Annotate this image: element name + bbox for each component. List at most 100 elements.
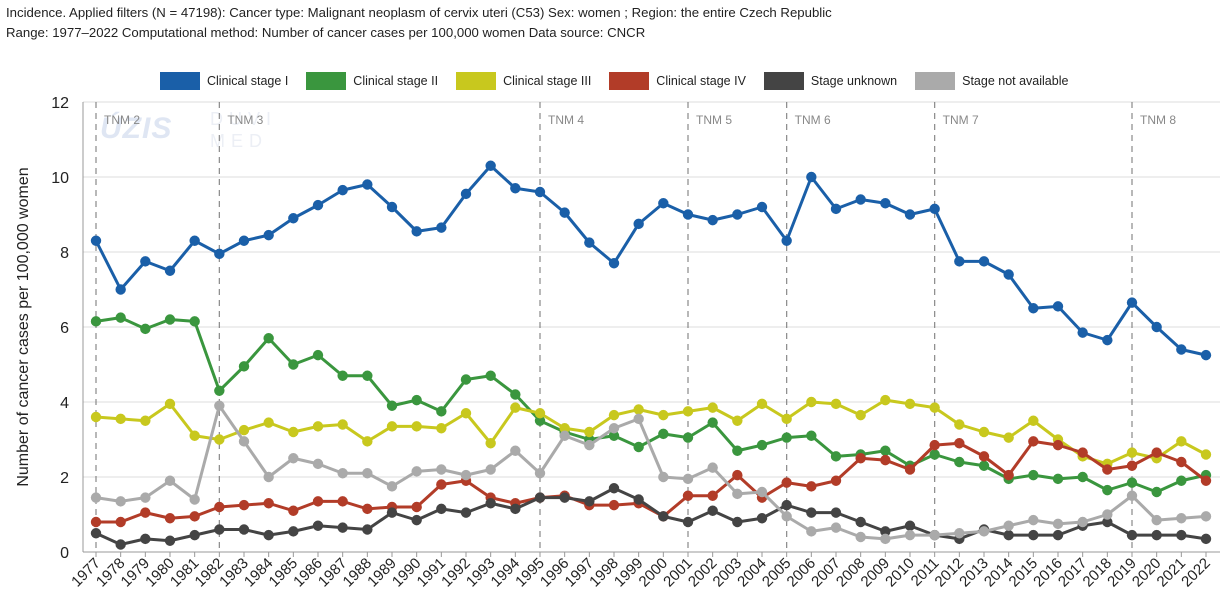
data-point — [312, 421, 324, 432]
data-point — [806, 396, 817, 408]
data-point — [90, 492, 102, 503]
legend-item[interactable]: Stage not available — [915, 72, 1068, 90]
data-point — [140, 507, 151, 518]
uzis-logo-watermark: ÚZIS — [100, 112, 173, 145]
data-point — [337, 184, 348, 196]
data-point — [1176, 456, 1187, 468]
data-point — [608, 423, 620, 434]
data-point — [608, 483, 620, 494]
data-point — [115, 413, 126, 425]
data-point — [781, 511, 792, 522]
data-point — [682, 473, 694, 485]
watermark-text-1: DUVI — [210, 109, 278, 129]
data-point — [929, 439, 940, 451]
data-point — [1102, 464, 1113, 475]
data-point — [1126, 490, 1138, 501]
data-point — [608, 258, 620, 269]
data-point — [732, 445, 743, 456]
data-point — [1077, 471, 1088, 483]
data-point — [189, 494, 200, 505]
data-point — [732, 469, 743, 481]
data-point — [1126, 460, 1138, 471]
legend-label: Clinical stage II — [353, 74, 439, 88]
data-point — [214, 400, 225, 411]
data-point — [707, 490, 718, 501]
data-point — [436, 503, 447, 515]
data-point — [214, 434, 225, 445]
legend-item[interactable]: Stage unknown — [763, 72, 898, 90]
data-point — [337, 496, 348, 507]
data-point — [337, 370, 348, 381]
data-point — [263, 417, 274, 428]
data-point — [460, 374, 472, 385]
data-point — [263, 229, 274, 241]
data-point — [1003, 469, 1014, 481]
data-point — [880, 198, 891, 209]
data-point — [436, 464, 447, 475]
data-point — [1151, 514, 1162, 526]
data-point — [781, 499, 792, 511]
data-point — [386, 507, 398, 518]
data-point — [312, 496, 324, 507]
tnm-marker-label: TNM 4 — [548, 113, 584, 127]
y-tick-label: 0 — [60, 545, 69, 562]
data-point — [1126, 477, 1138, 488]
y-tick-label: 8 — [60, 245, 69, 262]
data-point — [1126, 529, 1138, 541]
data-point — [362, 524, 373, 535]
data-point — [164, 314, 176, 325]
data-point — [880, 394, 891, 406]
data-point — [830, 203, 842, 215]
data-point — [658, 409, 669, 421]
data-point — [288, 505, 299, 516]
data-point — [781, 432, 792, 443]
data-point — [288, 453, 299, 464]
data-point — [337, 419, 348, 430]
y-tick-label: 10 — [51, 170, 69, 187]
data-point — [263, 471, 274, 483]
tnm-marker-label: TNM 8 — [1140, 113, 1176, 127]
data-point — [732, 415, 743, 426]
data-point — [411, 514, 422, 526]
data-point — [1052, 301, 1064, 312]
tnm-marker-label: TNM 7 — [943, 113, 979, 127]
data-point — [534, 186, 546, 198]
data-point — [1102, 509, 1113, 520]
data-point — [362, 503, 373, 515]
legend-label: Clinical stage III — [503, 74, 592, 88]
data-point — [386, 421, 398, 432]
data-point — [140, 415, 151, 426]
data-point — [830, 475, 842, 486]
data-point — [90, 528, 102, 539]
data-point — [707, 462, 718, 473]
data-point — [929, 402, 940, 413]
data-point — [978, 426, 990, 438]
data-point — [658, 428, 669, 440]
data-point — [214, 385, 225, 396]
data-point — [312, 458, 324, 470]
data-point — [732, 516, 743, 528]
data-point — [806, 171, 817, 183]
data-point — [954, 256, 965, 267]
series-line-1 — [95, 316, 1207, 494]
data-point — [584, 426, 595, 438]
data-point — [954, 456, 965, 468]
data-point — [682, 432, 694, 443]
data-point — [534, 415, 546, 426]
legend-item[interactable]: Clinical stage IV — [609, 72, 746, 90]
data-point — [1077, 327, 1088, 338]
legend-label: Stage unknown — [810, 74, 898, 88]
legend-item[interactable]: Clinical stage I — [160, 72, 288, 90]
data-point — [189, 529, 200, 541]
data-point — [288, 426, 299, 438]
data-point — [781, 477, 792, 488]
data-point — [238, 436, 250, 447]
data-point — [904, 529, 916, 541]
legend-item[interactable]: Clinical stage III — [456, 72, 591, 90]
data-point — [238, 361, 250, 372]
data-point — [978, 451, 990, 462]
data-point — [411, 226, 422, 237]
legend-item[interactable]: Clinical stage II — [306, 72, 438, 90]
data-point — [115, 539, 126, 550]
data-point — [658, 198, 669, 209]
